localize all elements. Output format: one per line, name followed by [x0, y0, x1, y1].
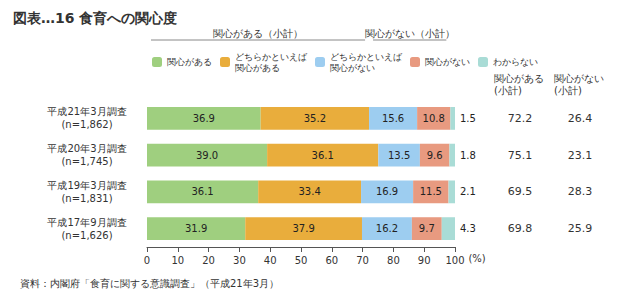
- svg-text:36.9: 36.9: [193, 113, 215, 124]
- svg-text:4.3: 4.3: [460, 223, 476, 234]
- svg-text:(%): (%): [468, 253, 485, 264]
- svg-text:1.8: 1.8: [460, 150, 476, 161]
- svg-text:33.4: 33.4: [298, 186, 320, 197]
- svg-text:平成17年9月調査: 平成17年9月調査: [47, 217, 126, 228]
- svg-text:100: 100: [445, 255, 464, 266]
- svg-text:20: 20: [202, 255, 215, 266]
- svg-text:50: 50: [295, 255, 308, 266]
- svg-text:16.9: 16.9: [376, 186, 398, 197]
- svg-text:1.5: 1.5: [460, 113, 476, 124]
- svg-text:9.7: 9.7: [419, 223, 435, 234]
- svg-text:36.1: 36.1: [191, 186, 213, 197]
- svg-text:40: 40: [264, 255, 277, 266]
- svg-text:37.9: 37.9: [292, 223, 314, 234]
- svg-text:11.5: 11.5: [420, 186, 442, 197]
- svg-text:23.1: 23.1: [568, 149, 593, 162]
- svg-text:関心がない（小計）: 関心がない（小計）: [365, 28, 455, 39]
- svg-text:どちらかといえば: どちらかといえば: [235, 52, 308, 62]
- svg-text:28.3: 28.3: [568, 185, 593, 198]
- svg-text:30: 30: [233, 255, 246, 266]
- svg-text:10: 10: [171, 255, 184, 266]
- svg-text:平成20年3月調査: 平成20年3月調査: [47, 143, 126, 154]
- svg-text:(n=1,626): (n=1,626): [61, 230, 112, 241]
- svg-text:わからない: わからない: [493, 57, 538, 67]
- svg-text:13.5: 13.5: [388, 150, 410, 161]
- svg-text:関心がある（小計）: 関心がある（小計）: [213, 28, 303, 39]
- svg-text:(n=1,862): (n=1,862): [61, 119, 112, 130]
- svg-text:資料：内閣府「食育に関する意識調査」（平成21年3月）: 資料：内閣府「食育に関する意識調査」（平成21年3月）: [20, 278, 279, 289]
- svg-text:(小計): (小計): [554, 85, 582, 96]
- svg-text:80: 80: [387, 255, 400, 266]
- svg-text:69.5: 69.5: [508, 185, 533, 198]
- svg-text:60: 60: [325, 255, 338, 266]
- svg-text:関心がない: 関心がない: [554, 73, 604, 84]
- svg-text:(n=1,831): (n=1,831): [61, 193, 112, 204]
- svg-text:図表…16 食育への関心度: 図表…16 食育への関心度: [13, 10, 177, 26]
- svg-text:(n=1,745): (n=1,745): [61, 156, 112, 167]
- svg-text:69.8: 69.8: [508, 222, 533, 235]
- svg-text:(小計): (小計): [494, 85, 522, 96]
- svg-text:2.1: 2.1: [460, 186, 476, 197]
- svg-text:平成19年3月調査: 平成19年3月調査: [47, 180, 126, 191]
- svg-text:10.8: 10.8: [423, 113, 445, 124]
- svg-text:72.2: 72.2: [508, 112, 533, 125]
- svg-text:39.0: 39.0: [196, 150, 218, 161]
- svg-text:15.6: 15.6: [382, 113, 404, 124]
- svg-text:どちらかといえば: どちらかといえば: [330, 52, 403, 62]
- svg-text:9.6: 9.6: [427, 150, 443, 161]
- svg-text:31.9: 31.9: [185, 223, 207, 234]
- svg-text:16.2: 16.2: [376, 223, 398, 234]
- svg-text:75.1: 75.1: [508, 149, 533, 162]
- svg-text:25.9: 25.9: [568, 222, 593, 235]
- svg-text:0: 0: [144, 255, 150, 266]
- svg-text:90: 90: [418, 255, 431, 266]
- svg-text:35.2: 35.2: [304, 113, 326, 124]
- svg-text:平成21年3月調査: 平成21年3月調査: [47, 106, 126, 117]
- svg-text:36.1: 36.1: [312, 150, 334, 161]
- svg-text:関心がない: 関心がない: [425, 57, 470, 67]
- svg-text:70: 70: [356, 255, 369, 266]
- svg-text:26.4: 26.4: [568, 112, 593, 125]
- svg-text:関心がない: 関心がない: [330, 63, 375, 73]
- svg-text:関心がある: 関心がある: [494, 73, 544, 84]
- svg-text:関心がある: 関心がある: [235, 63, 280, 73]
- svg-text:関心がある: 関心がある: [167, 57, 212, 67]
